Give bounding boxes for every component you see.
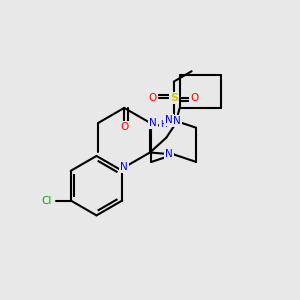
Text: O: O: [190, 93, 199, 103]
Text: S: S: [170, 93, 178, 103]
Text: H: H: [160, 120, 167, 129]
Text: Cl: Cl: [42, 196, 52, 206]
Text: N: N: [120, 162, 128, 172]
Text: O: O: [120, 122, 128, 132]
Text: O: O: [149, 93, 157, 103]
Text: N: N: [149, 118, 157, 128]
Text: N: N: [173, 116, 181, 126]
Text: N: N: [165, 115, 173, 125]
Text: N: N: [165, 149, 173, 160]
